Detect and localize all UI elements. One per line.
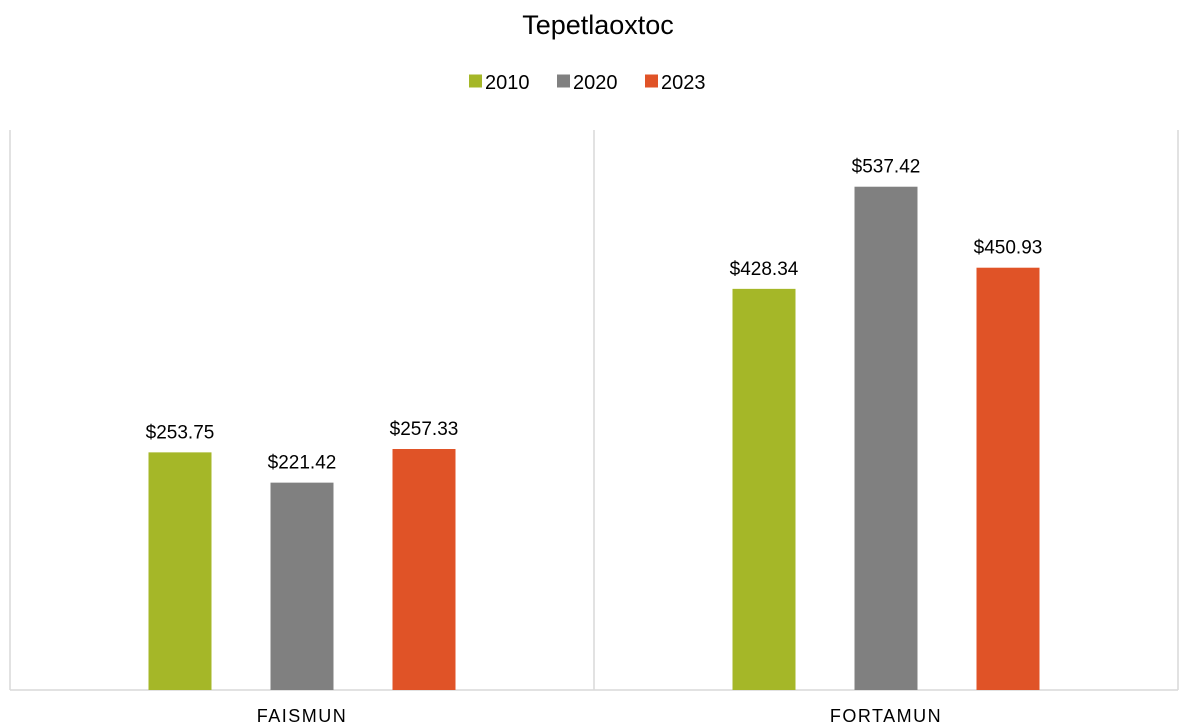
data-label-faismun-2023: $257.33 [390, 419, 459, 440]
legend-label-2010: 2010 [485, 72, 530, 94]
data-label-faismun-2010: $253.75 [146, 422, 215, 443]
data-label-fortamun-2020: $537.42 [852, 157, 921, 178]
bar-faismun-2020 [270, 482, 334, 690]
bar-fortamun-2010 [732, 288, 796, 690]
data-label-fortamun-2023: $450.93 [974, 238, 1043, 259]
legend-swatch-2010 [469, 74, 482, 88]
data-label-faismun-2020: $221.42 [268, 453, 337, 474]
legend-swatch-2020 [557, 74, 570, 88]
legend-label-2020: 2020 [573, 72, 618, 94]
legend-swatch-2023 [645, 74, 658, 88]
chart-title: Tepetlaoxtoc [522, 10, 674, 40]
legend: 2010 2020 2023 [469, 72, 706, 94]
bar-faismun-2010 [148, 452, 212, 690]
bar-fortamun-2020 [854, 186, 918, 690]
bar-faismun-2023 [392, 449, 456, 690]
plot-area: $253.75 $221.42 $257.33 FAISMUN $428.34 $537.… [9, 130, 1179, 726]
legend-label-2023: 2023 [661, 72, 706, 94]
category-label-fortamun: FORTAMUN [830, 706, 942, 726]
category-label-faismun: FAISMUN [257, 706, 348, 726]
bar-fortamun-2023 [976, 267, 1040, 690]
data-label-fortamun-2010: $428.34 [730, 259, 799, 280]
